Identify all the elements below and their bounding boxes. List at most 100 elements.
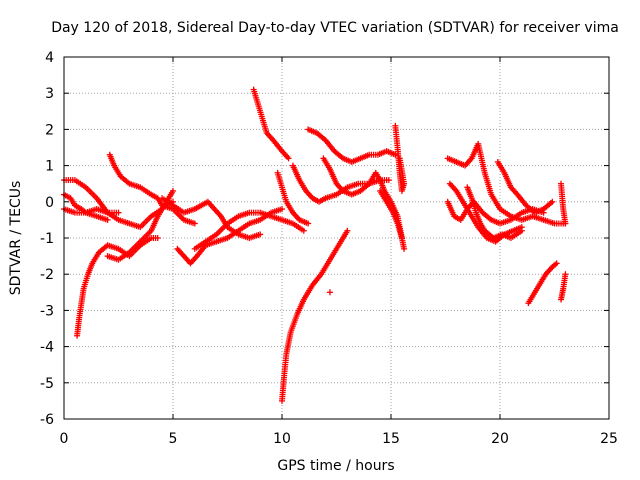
data-point: [283, 374, 286, 377]
data-point: [520, 229, 523, 232]
axis-ticks: 0 5 10 15 20 25 -6 -5 -4 -3 -2 -1 0 1 2 3 4: [40, 50, 618, 447]
data-point: [226, 226, 229, 229]
data-point: [281, 150, 283, 153]
data-point: [156, 197, 159, 200]
data-point: [287, 157, 290, 160]
y-tick-label: -4: [40, 340, 54, 356]
data-point: [509, 237, 512, 239]
data-point: [490, 193, 493, 196]
x-tick-label: 5: [169, 431, 178, 447]
data-point: [520, 211, 523, 214]
data-point: [396, 222, 399, 225]
y-tick-label: -2: [40, 267, 54, 283]
data-point: [311, 284, 314, 287]
data-point: [483, 229, 486, 232]
data-point: [182, 218, 185, 221]
data-point: [307, 128, 310, 131]
data-point: [490, 218, 493, 221]
data-point: [78, 316, 81, 319]
data-point: [385, 200, 388, 203]
data-point: [95, 215, 98, 218]
data-point: [337, 244, 340, 247]
data-point: [477, 142, 480, 145]
data-point: [499, 208, 501, 211]
data-point: [76, 334, 79, 337]
y-tick-label: -1: [40, 231, 54, 247]
data-point: [80, 302, 83, 305]
track-arc-k: [274, 169, 312, 227]
track-arc-r: [444, 140, 569, 227]
data-point: [193, 222, 196, 225]
data-point: [520, 218, 523, 221]
data-point: [342, 189, 345, 192]
data-point: [446, 200, 449, 203]
data-point: [551, 265, 554, 268]
data-point: [350, 160, 353, 163]
data-point: [564, 273, 567, 276]
track-arc-x: [558, 180, 569, 227]
data-point: [477, 226, 480, 229]
track-arc-c: [61, 191, 111, 223]
data-point: [182, 255, 185, 258]
data-point: [562, 287, 565, 290]
data-point: [538, 284, 541, 287]
data-point: [281, 186, 283, 189]
data-point: [237, 233, 240, 236]
data-point: [117, 211, 120, 214]
track-arc-w: [525, 260, 560, 307]
data-point: [291, 211, 294, 214]
data-point: [475, 211, 478, 214]
data-point: [525, 204, 528, 207]
track-arc-f: [104, 198, 176, 263]
data-point: [95, 197, 98, 200]
chart-title: Day 120 of 2018, Sidereal Day-to-day VTE…: [51, 20, 619, 36]
data-point: [257, 103, 260, 106]
data-point: [326, 289, 333, 296]
data-point: [172, 204, 174, 207]
data-point: [281, 218, 283, 221]
data-point: [368, 153, 371, 156]
data-point: [215, 233, 218, 236]
data-point: [459, 218, 462, 221]
data-point: [281, 399, 283, 402]
data-point: [204, 240, 207, 243]
data-point: [455, 160, 458, 163]
data-point: [464, 164, 467, 167]
data-point: [150, 229, 153, 232]
data-point: [304, 189, 307, 192]
data-point: [346, 229, 349, 232]
y-tick-label: -3: [40, 303, 54, 319]
y-tick-label: 0: [45, 195, 54, 211]
data-point: [470, 157, 473, 160]
data-point: [139, 186, 142, 189]
data-point: [172, 208, 174, 211]
data-point: [86, 273, 89, 276]
data-point: [533, 211, 536, 214]
data-point: [189, 262, 192, 265]
data-point: [512, 229, 515, 232]
track-arc-p: [377, 187, 405, 241]
data-point: [237, 229, 240, 232]
data-point: [193, 247, 196, 250]
data-point: [335, 182, 338, 185]
data-point: [259, 218, 262, 221]
data-point: [468, 211, 471, 214]
data-point: [206, 200, 209, 203]
data-point: [376, 153, 379, 156]
data-point: [379, 179, 382, 182]
data-point: [128, 222, 131, 225]
data-point: [237, 215, 240, 218]
data-point: [281, 208, 283, 211]
data-point: [259, 233, 262, 236]
data-point: [302, 229, 305, 232]
y-tick-label: 1: [45, 159, 54, 175]
data-point: [531, 294, 534, 297]
data-point: [315, 132, 318, 135]
y-tick-label: 2: [45, 122, 54, 138]
data-point: [270, 211, 273, 214]
data-point: [298, 179, 301, 182]
data-point: [139, 240, 142, 243]
data-point: [289, 331, 292, 334]
data-point: [108, 153, 111, 156]
